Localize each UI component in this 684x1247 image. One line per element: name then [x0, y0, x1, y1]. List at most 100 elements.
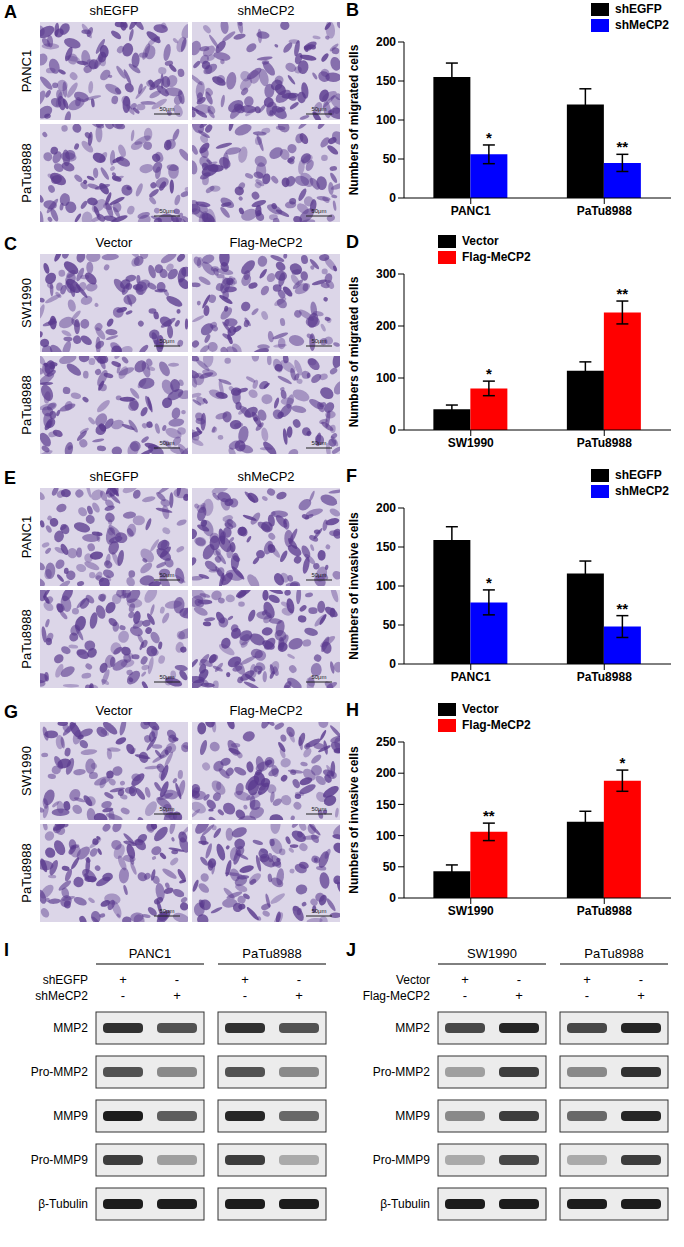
- svg-text:PANC1: PANC1: [451, 670, 491, 684]
- svg-text:+: +: [241, 972, 249, 987]
- svg-text:*: *: [619, 754, 625, 771]
- svg-text:PaTu8988: PaTu8988: [242, 946, 302, 961]
- html-text:shEGFP: shEGFP: [89, 469, 139, 484]
- svg-text:SW1990: SW1990: [467, 946, 517, 961]
- html-text:PaTu8988: PaTu8988: [18, 143, 34, 203]
- svg-text:+: +: [295, 988, 303, 1003]
- svg-text:50: 50: [383, 860, 397, 874]
- svg-text:*: *: [486, 574, 492, 591]
- svg-text:150: 150: [376, 74, 396, 88]
- svg-text:PANC1: PANC1: [129, 946, 171, 961]
- html-text:shMeCP2: shMeCP2: [237, 3, 295, 18]
- svg-text:**: **: [617, 285, 629, 302]
- svg-text:50: 50: [383, 152, 397, 166]
- html-text:PaTu8988: PaTu8988: [18, 843, 34, 903]
- svg-text:PaTu8988: PaTu8988: [577, 204, 632, 218]
- svg-text:-: -: [297, 972, 301, 987]
- html-text:Vector: Vector: [95, 235, 133, 250]
- svg-text:100: 100: [376, 371, 396, 385]
- svg-text:MMP2: MMP2: [395, 1021, 430, 1035]
- svg-text:PaTu8988: PaTu8988: [577, 670, 632, 684]
- svg-text:150: 150: [376, 540, 396, 554]
- svg-text:50μm: 50μm: [311, 572, 326, 578]
- svg-text:50μm: 50μm: [159, 208, 174, 214]
- svg-text:Pro-MMP9: Pro-MMP9: [31, 1153, 89, 1167]
- svg-text:Pro-MMP2: Pro-MMP2: [373, 1065, 431, 1079]
- svg-text:**: **: [483, 807, 495, 824]
- html-text:Flag-MeCP2: Flag-MeCP2: [229, 235, 303, 250]
- svg-text:MMP9: MMP9: [53, 1109, 88, 1123]
- svg-text:+: +: [461, 972, 469, 987]
- svg-text:-: -: [121, 988, 125, 1003]
- svg-text:50μm: 50μm: [159, 106, 174, 112]
- html-text:PANC1: PANC1: [18, 515, 34, 559]
- svg-text:Pro-MMP2: Pro-MMP2: [31, 1065, 89, 1079]
- svg-text:200: 200: [376, 501, 396, 515]
- svg-text:Flag-MeCP2: Flag-MeCP2: [363, 989, 431, 1003]
- svg-text:50μm: 50μm: [159, 572, 174, 578]
- html-text:SW1990: SW1990: [18, 746, 34, 796]
- svg-text:0: 0: [389, 891, 396, 905]
- svg-text:Pro-MMP9: Pro-MMP9: [373, 1153, 431, 1167]
- html-text:PANC1: PANC1: [18, 49, 34, 93]
- svg-text:0: 0: [389, 423, 396, 437]
- svg-text:MMP9: MMP9: [395, 1109, 430, 1123]
- svg-text:shMeCP2: shMeCP2: [35, 989, 88, 1003]
- svg-text:200: 200: [376, 766, 396, 780]
- svg-text:PaTu8988: PaTu8988: [577, 904, 632, 918]
- svg-text:50μm: 50μm: [159, 338, 174, 344]
- svg-text:+: +: [173, 988, 181, 1003]
- svg-text:50μm: 50μm: [159, 440, 174, 446]
- svg-text:*: *: [486, 129, 492, 146]
- svg-text:50μm: 50μm: [311, 338, 326, 344]
- html-text:shMeCP2: shMeCP2: [237, 469, 295, 484]
- svg-text:100: 100: [376, 113, 396, 127]
- svg-text:-: -: [463, 988, 467, 1003]
- svg-text:0: 0: [389, 191, 396, 205]
- svg-text:0: 0: [389, 657, 396, 671]
- svg-text:50μm: 50μm: [311, 106, 326, 112]
- html-text:PaTu8988: PaTu8988: [18, 609, 34, 669]
- svg-text:SW1990: SW1990: [448, 436, 494, 450]
- svg-text:50μm: 50μm: [159, 806, 174, 812]
- svg-text:PaTu8988: PaTu8988: [584, 946, 644, 961]
- svg-text:50μm: 50μm: [311, 806, 326, 812]
- svg-text:Vector: Vector: [396, 973, 430, 987]
- svg-text:*: *: [486, 365, 492, 382]
- svg-text:50μm: 50μm: [159, 674, 174, 680]
- svg-text:+: +: [119, 972, 127, 987]
- svg-text:300: 300: [376, 267, 396, 281]
- svg-text:-: -: [175, 972, 179, 987]
- html-text:shEGFP: shEGFP: [89, 3, 139, 18]
- svg-text:+: +: [637, 988, 645, 1003]
- svg-text:PANC1: PANC1: [451, 204, 491, 218]
- svg-text:100: 100: [376, 579, 396, 593]
- html-text:SW1990: SW1990: [18, 278, 34, 328]
- html-text:PaTu8988: PaTu8988: [18, 375, 34, 435]
- svg-text:200: 200: [376, 319, 396, 333]
- svg-text:50: 50: [383, 618, 397, 632]
- svg-text:β-Tubulin: β-Tubulin: [38, 1197, 88, 1211]
- svg-text:150: 150: [376, 798, 396, 812]
- svg-text:β-Tubulin: β-Tubulin: [380, 1197, 430, 1211]
- svg-text:-: -: [585, 988, 589, 1003]
- svg-text:shEGFP: shEGFP: [43, 973, 88, 987]
- svg-text:-: -: [639, 972, 643, 987]
- svg-text:50μm: 50μm: [311, 208, 326, 214]
- svg-text:200: 200: [376, 35, 396, 49]
- svg-text:+: +: [583, 972, 591, 987]
- svg-text:-: -: [243, 988, 247, 1003]
- svg-text:50μm: 50μm: [311, 908, 326, 914]
- svg-text:**: **: [617, 600, 629, 617]
- svg-text:PaTu8988: PaTu8988: [577, 436, 632, 450]
- svg-text:**: **: [617, 138, 629, 155]
- svg-text:50μm: 50μm: [311, 674, 326, 680]
- svg-text:100: 100: [376, 829, 396, 843]
- svg-text:50μm: 50μm: [311, 440, 326, 446]
- svg-text:SW1990: SW1990: [448, 904, 494, 918]
- svg-text:50μm: 50μm: [159, 908, 174, 914]
- svg-text:250: 250: [376, 735, 396, 749]
- svg-text:+: +: [515, 988, 523, 1003]
- svg-text:MMP2: MMP2: [53, 1021, 88, 1035]
- svg-text:-: -: [517, 972, 521, 987]
